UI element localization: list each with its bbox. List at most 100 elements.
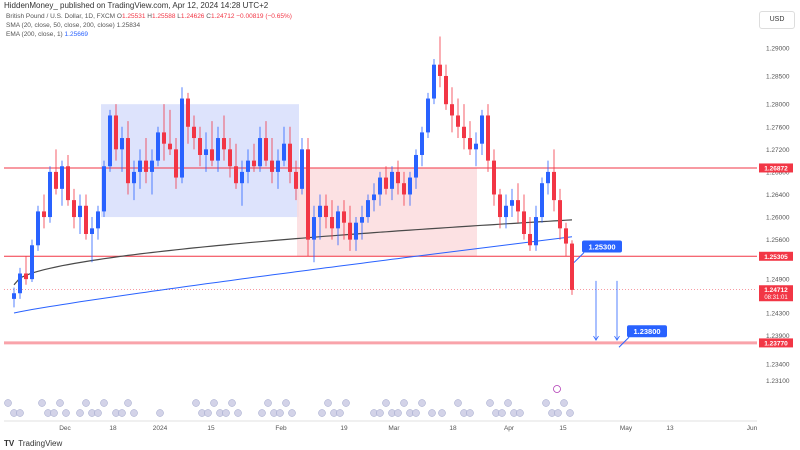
x-tick-label: Jun [747,425,758,432]
candle-body [456,115,460,127]
y-tick-label: 1.23900 [766,333,790,340]
candle-body [360,217,364,223]
economic-event-icon [342,399,350,407]
candle-body [384,177,388,189]
economic-event-icon [516,409,524,417]
ohlc-c-label: C [206,13,211,20]
candle-body [24,273,28,280]
y-tick-label: 1.23100 [766,378,790,385]
economic-event-icon [418,399,426,407]
callout-box [627,325,667,338]
candle-body [342,211,346,223]
candle-body [534,217,538,246]
candle-body [258,138,262,167]
x-tick-label: May [620,425,633,432]
sma-label: SMA (20, close, 50, close, 200, close) [6,22,115,29]
economic-event-icon [318,409,326,417]
candle-body [336,211,340,229]
y-tick-label: 1.24300 [766,310,790,317]
candle-body [312,217,316,240]
candle-body [48,171,52,218]
candle-body [480,115,484,144]
economic-event-icon [56,399,64,407]
callout-pointer [573,252,585,263]
candle-body [264,138,268,161]
candle-body [564,228,568,244]
x-tick-label: Apr [504,425,515,432]
candle-body [552,171,556,201]
economic-event-icon [282,399,290,407]
economic-event-icon [16,409,24,417]
callout-label: 1.25300 [588,243,615,252]
candle-body [60,166,64,189]
economic-event-icon [566,409,574,417]
candle-body [450,104,454,116]
y-tick-label: 1.26400 [766,192,790,199]
ema-value: 1.25669 [64,31,89,38]
candle-body [174,149,178,178]
ohlc-h-label: H [147,13,152,20]
economic-event-icon [504,399,512,407]
candle-body [198,138,202,155]
economic-event-icon [394,409,402,417]
candle-body [138,160,142,172]
ohlc-l-label: L [177,13,181,20]
candle-body [348,222,352,240]
candle-body [372,194,376,201]
candle-body [462,126,466,139]
candle-body [180,98,184,178]
candle-body [66,166,70,201]
candle-body [324,205,328,218]
candle-body [18,273,22,294]
economic-event-icon [50,409,58,417]
brand-name: TradingView [18,439,63,448]
economic-event-icon [4,399,12,407]
economic-event-icon [412,409,420,417]
candle-body [570,243,574,290]
price-tag [759,251,793,261]
y-tick-label: 1.27600 [766,124,790,131]
candle-body [42,211,46,218]
y-tick-label: 1.26800 [766,169,790,176]
currency-button[interactable]: USD [759,11,795,29]
candle-body [390,171,394,189]
sma-200-line [13,219,573,286]
candle-body [222,138,226,150]
price-tag-label: 1.24712 [764,287,788,294]
y-tick-label: 1.23400 [766,361,790,368]
candle-body [300,149,304,189]
candle-body [318,205,322,218]
price-tag [759,285,793,302]
candle-body [444,75,448,105]
candle-body [132,171,136,184]
economic-event-icon [156,409,164,417]
dividend-event-icon [553,385,561,393]
economic-event-icon [376,409,384,417]
candle-body [114,115,118,150]
ohlc-high: 1.25588 [151,13,176,20]
ohlc-low: 1.24626 [180,13,205,20]
economic-event-icon [276,409,284,417]
candle-body [528,233,532,246]
candle-body [234,166,238,184]
candle-body [330,217,334,229]
candle-body [492,160,496,195]
economic-event-icon [498,409,506,417]
callout-pointer [618,336,630,348]
price-tag-label: 1.26872 [764,165,788,172]
symbol-name: British Pound / U.S. Dollar, 1D, FXCM [6,13,116,20]
economic-event-icon [118,409,126,417]
economic-event-icon [204,409,212,417]
candle-body [162,132,166,144]
chart-legend: British Pound / U.S. Dollar, 1D, FXCM O1… [6,12,292,39]
economic-event-icon [228,399,236,407]
x-tick-label: 18 [109,425,117,432]
candle-body [276,160,280,172]
candle-body [150,160,154,172]
x-tick-label: 18 [449,425,457,432]
x-tick-label: 2024 [153,425,168,432]
candle-body [102,166,106,212]
callout-box [582,240,622,253]
candle-body [486,115,490,161]
